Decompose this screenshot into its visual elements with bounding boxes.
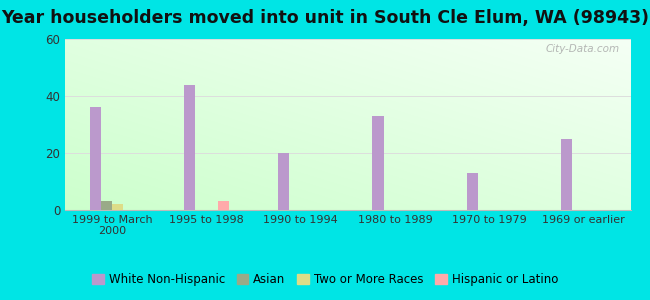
Bar	[372, 116, 384, 210]
Bar	[101, 202, 112, 210]
Text: City-Data.com: City-Data.com	[545, 44, 619, 54]
Bar	[561, 139, 572, 210]
Legend: White Non-Hispanic, Asian, Two or More Races, Hispanic or Latino: White Non-Hispanic, Asian, Two or More R…	[87, 269, 563, 291]
Text: Year householders moved into unit in South Cle Elum, WA (98943): Year householders moved into unit in Sou…	[1, 9, 649, 27]
Bar	[184, 85, 195, 210]
Bar	[90, 107, 101, 210]
Bar	[278, 153, 289, 210]
Bar	[112, 204, 124, 210]
Bar	[218, 202, 229, 210]
Bar	[467, 173, 478, 210]
